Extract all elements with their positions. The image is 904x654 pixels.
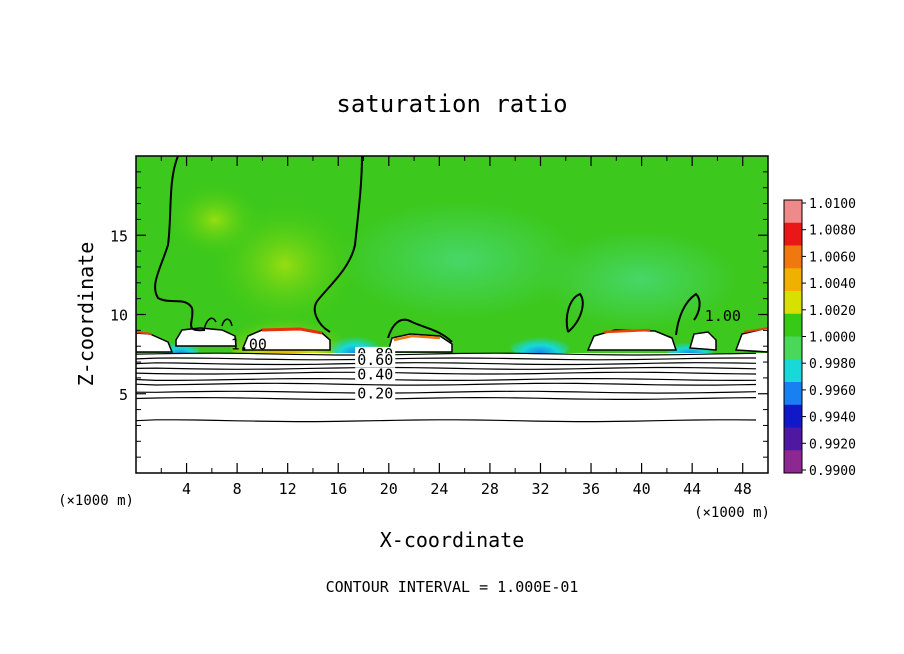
contour-label: 1.00	[705, 307, 741, 325]
contour-1.00	[203, 317, 233, 331]
colorbar: 1.0100 1.0080 1.0060 1.0040 1.0020 1.0000 0.99…	[783, 197, 856, 479]
colorbar-label: 0.9940	[809, 411, 856, 426]
colorbar-label: 1.0080	[809, 224, 856, 239]
colorbar-label: 1.0040	[809, 277, 856, 292]
x-tick-label: 48	[734, 480, 752, 498]
contour-label: 1.00	[231, 335, 267, 353]
cloud-edge	[603, 328, 651, 334]
y-axis-unit: (×1000 m)	[58, 493, 134, 509]
cloud-region	[689, 331, 717, 351]
colorbar-swatch	[784, 245, 802, 269]
x-tick-label: 8	[233, 480, 242, 498]
contour-line	[136, 382, 757, 386]
blue-region	[510, 331, 570, 359]
contour-line	[136, 371, 757, 375]
x-tick-label: 36	[582, 480, 600, 498]
contour-line	[136, 357, 756, 361]
x-tick-label: 16	[329, 480, 347, 498]
contour-1.00	[154, 156, 363, 333]
colorbar-label: 0.9980	[809, 357, 856, 372]
contour-1.00	[565, 292, 584, 333]
colorbar-swatch	[784, 291, 802, 315]
contour-label-bg	[355, 386, 396, 401]
contour-line	[136, 419, 757, 423]
colorbar-label: 0.9960	[809, 384, 856, 399]
contour-label-bg	[355, 367, 396, 382]
cloud-edge	[136, 331, 153, 335]
colorbar-label: 0.9920	[809, 437, 856, 452]
x-tick-label: 20	[380, 480, 398, 498]
contour-label: 0.20	[357, 385, 393, 403]
x-tick-label: 12	[279, 480, 297, 498]
cloud-region	[734, 327, 768, 353]
contour-line	[136, 378, 757, 382]
contour-1.00	[675, 292, 701, 336]
colorbar-swatch	[784, 313, 802, 337]
x-tick-label: 4	[182, 480, 191, 498]
contour-label: 0.40	[357, 365, 393, 383]
x-axis: 4 8 12 16 20 24 28 32 36 40 44 48	[160, 156, 752, 498]
colorbar-label: 1.0100	[809, 197, 856, 212]
colorbar-swatch	[784, 427, 802, 451]
colorbar-swatch	[784, 200, 802, 224]
contour-labels: 1.001.000.800.600.400.20	[231, 307, 741, 403]
chart-title: saturation ratio	[336, 90, 567, 118]
x-tick-label: 28	[481, 480, 499, 498]
y-tick-label: 15	[110, 227, 128, 245]
contour-line	[136, 390, 757, 394]
plot-area	[136, 156, 768, 473]
y-tick-label: 10	[110, 307, 128, 325]
contour-lines	[136, 352, 757, 423]
y-axis-label: Z-coordinate	[74, 242, 98, 387]
x-tick-label: 40	[633, 480, 651, 498]
colorbar-swatch	[784, 336, 802, 360]
contour-label-bg	[355, 353, 396, 368]
colorbar-swatch	[784, 268, 802, 292]
contour-line	[136, 362, 757, 366]
colorbar-label: 1.0060	[809, 250, 856, 265]
colorbar-swatch	[784, 359, 802, 383]
cloud-edge	[393, 334, 441, 342]
x-tick-label: 24	[430, 480, 448, 498]
cloud-edge	[261, 327, 323, 335]
x-axis-label: X-coordinate	[380, 528, 525, 552]
cool-region	[540, 230, 740, 330]
x-tick-label: 44	[683, 480, 701, 498]
y-tick-label: 5	[119, 386, 128, 404]
colorbar-swatch	[784, 382, 802, 406]
colorbar-label: 0.9900	[809, 464, 856, 479]
y-axis: 5 10 15	[110, 171, 768, 458]
x-tick-label: 32	[531, 480, 549, 498]
colorbar-swatch	[784, 222, 802, 246]
contour-interval-note: CONTOUR INTERVAL = 1.000E-01	[326, 578, 579, 596]
cool-region	[340, 200, 580, 320]
colorbar-swatch	[784, 450, 802, 474]
contour-1.00	[387, 318, 453, 343]
colorbar-label: 1.0020	[809, 304, 856, 319]
contour-line	[136, 352, 757, 356]
stable-layer	[136, 353, 768, 473]
colorbar-label: 1.0000	[809, 331, 856, 346]
warm-region	[165, 180, 265, 260]
contour-label: 0.60	[357, 351, 393, 369]
cloud-edge	[743, 327, 768, 333]
cloud-region	[175, 327, 237, 347]
cloud-region	[586, 329, 678, 351]
contour-line	[136, 366, 757, 370]
colorbar-swatch	[784, 404, 802, 428]
x-axis-unit: (×1000 m)	[694, 505, 770, 521]
cloud-region	[136, 332, 174, 353]
contour-line	[136, 396, 757, 401]
